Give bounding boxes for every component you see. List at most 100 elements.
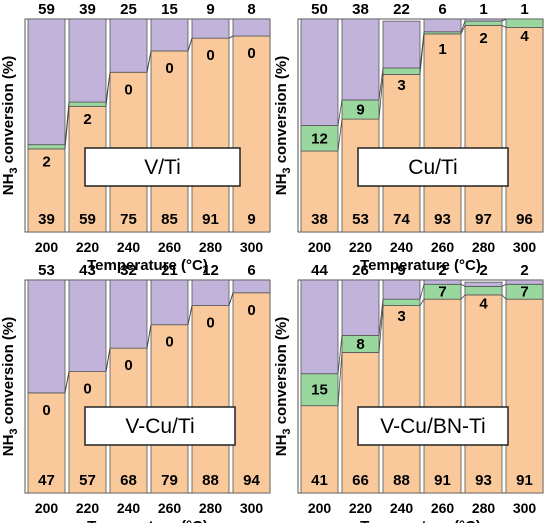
bar-value-label: 59 (79, 211, 96, 228)
y-axis-title: NH3 conversion (%) (0, 317, 20, 456)
top-value-label: 53 (38, 262, 55, 279)
bar-nh3 (423, 298, 462, 494)
connector-line (460, 294, 466, 300)
bar-n2o (464, 285, 503, 296)
x-tick-label: 220 (349, 500, 373, 516)
top-value-label: 6 (438, 1, 446, 18)
segment-value-label: 0 (165, 334, 173, 351)
top-value-label: 2 (479, 262, 487, 279)
bar-nh3 (27, 148, 66, 233)
bar-value-label: 66 (352, 472, 369, 489)
bar-nh3 (300, 405, 339, 494)
segment-value-label: 15 (311, 382, 328, 399)
bar-nh3 (232, 35, 271, 233)
connector-line (64, 102, 70, 145)
chart-panel-2: 38 12 50 200 53 9 38 220 74 3 22 240 93 1 6 260 97 2 1 280 9… (273, 1, 544, 274)
bar-unconverted (27, 18, 66, 146)
chart-title: V-Cu/Ti (125, 415, 194, 438)
bar-n2o (505, 18, 544, 28)
connector-line (501, 283, 507, 287)
bar-unconverted (27, 279, 66, 394)
top-value-label: 39 (79, 1, 96, 18)
connector-line (337, 352, 343, 406)
bar-value-label: 91 (516, 472, 533, 489)
top-value-label: 44 (311, 262, 328, 279)
bar-value-label: 93 (475, 472, 492, 489)
bar-nh3 (232, 292, 271, 494)
bar-unconverted (423, 18, 462, 33)
x-tick-label: 220 (76, 239, 100, 255)
bar-value-label: 79 (161, 472, 178, 489)
top-value-label: 8 (247, 1, 255, 18)
bar-nh3 (191, 305, 230, 494)
bar-n2o (68, 101, 107, 107)
x-tick-label: 300 (240, 239, 264, 255)
connector-line (378, 67, 384, 100)
segment-value-label: 0 (165, 60, 173, 77)
connector-line (146, 50, 152, 73)
top-value-label: 2 (520, 262, 528, 279)
bar-unconverted (382, 279, 421, 300)
x-tick-label: 240 (117, 500, 141, 516)
connector-line (419, 31, 425, 69)
connector-line (337, 99, 343, 126)
bar-unconverted (191, 18, 230, 39)
segment-value-label: 0 (206, 47, 214, 64)
x-tick-label: 240 (390, 239, 414, 255)
bar-nh3 (191, 37, 230, 233)
bar-unconverted (300, 18, 339, 126)
top-value-label: 38 (352, 1, 369, 18)
bar-unconverted (109, 279, 148, 349)
segment-value-label: 2 (83, 111, 91, 128)
bar-n2o (382, 67, 421, 75)
segment-value-label: 0 (206, 315, 214, 332)
title-box (84, 147, 241, 187)
connector-line (105, 72, 111, 103)
bar-unconverted (464, 281, 503, 287)
top-value-label: 1 (520, 1, 528, 18)
bar-nh3 (382, 305, 421, 494)
bar-nh3 (27, 392, 66, 494)
chart-panel-3: 47 0 53 200 57 0 43 220 68 0 32 240 79 0 21 260 88 0 12 280… (0, 262, 271, 523)
bar-unconverted (341, 18, 380, 101)
chart-panel-1: 39 2 59 200 59 2 39 220 75 0 25 240 85 0 15 260 91 0 9 280 9… (0, 1, 271, 274)
connector-line (460, 20, 466, 32)
segment-value-label: 3 (397, 308, 405, 325)
segment-value-label: 0 (124, 357, 132, 374)
top-value-label: 2 (438, 262, 446, 279)
top-value-label: 1 (479, 1, 487, 18)
x-tick-label: 240 (117, 239, 141, 255)
bar-value-label: 68 (120, 472, 137, 489)
segment-value-label: 7 (438, 284, 446, 301)
connector-line (146, 324, 152, 349)
connector-line (105, 348, 111, 372)
connector-line (187, 305, 193, 325)
bar-value-label: 88 (202, 472, 219, 489)
bar-value-label: 97 (475, 211, 492, 228)
bar-value-label: 53 (352, 211, 369, 228)
title-box (357, 406, 509, 446)
y-axis-title: NH3 conversion (%) (273, 56, 293, 195)
top-value-label: 50 (311, 1, 328, 18)
top-value-label: 32 (120, 262, 137, 279)
bar-nh3 (150, 50, 189, 233)
x-axis-title: Temperature (°C) (87, 257, 208, 274)
top-value-label: 26 (352, 262, 369, 279)
bar-n2o (300, 373, 339, 407)
bar-unconverted (150, 279, 189, 326)
title-box (357, 147, 509, 187)
top-value-label: 25 (120, 1, 137, 18)
connector-line (228, 35, 234, 39)
bar-unconverted (341, 279, 380, 336)
title-box (84, 406, 236, 446)
x-tick-label: 200 (308, 239, 332, 255)
bar-unconverted (68, 18, 107, 103)
bar-value-label: 88 (393, 472, 410, 489)
x-tick-label: 260 (431, 500, 455, 516)
connector-line (501, 18, 507, 22)
bar-value-label: 74 (393, 211, 410, 228)
bar-nh3 (423, 33, 462, 233)
bar-nh3 (505, 298, 544, 494)
bar-nh3 (300, 150, 339, 233)
connector-line (460, 25, 466, 35)
